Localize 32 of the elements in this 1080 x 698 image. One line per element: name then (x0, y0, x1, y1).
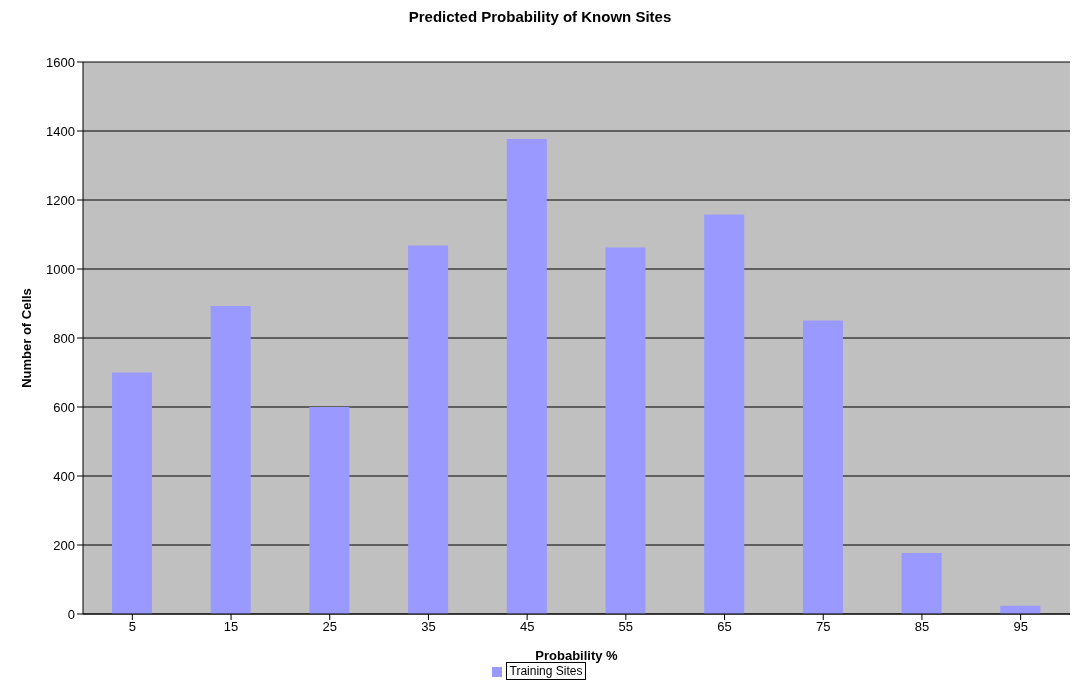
bar (112, 372, 152, 614)
y-tick-label: 0 (67, 606, 75, 622)
x-tick-label: 35 (421, 619, 436, 635)
x-tick-label: 25 (322, 619, 337, 635)
y-tick-label: 200 (53, 537, 75, 553)
y-tick-label: 600 (53, 399, 75, 415)
y-tick-label: 1200 (46, 192, 75, 208)
x-axis-title: Probability % (535, 648, 619, 663)
bar (408, 245, 449, 614)
x-tick-label: 15 (223, 619, 239, 635)
x-tick-label: 55 (618, 619, 634, 635)
bar (802, 320, 843, 614)
x-tick-label: 65 (717, 619, 732, 635)
chart-title: Predicted Probability of Known Sites (407, 8, 673, 27)
x-tick-label: 75 (816, 619, 831, 635)
y-tick-label: 1000 (46, 261, 75, 277)
bar (506, 138, 547, 614)
bar (704, 214, 745, 614)
bar (210, 305, 251, 614)
y-tick-label: 1400 (46, 123, 75, 139)
bar (605, 247, 646, 614)
y-tick-label: 800 (53, 330, 75, 346)
x-tick-label: 95 (1013, 619, 1028, 635)
y-tick-label: 400 (53, 468, 75, 484)
x-tick-label: 45 (519, 619, 535, 635)
x-tick-label: 85 (914, 619, 930, 635)
bar (901, 552, 942, 614)
x-tick-label: 5 (128, 619, 136, 635)
y-axis-title: Number of Cells (18, 288, 34, 388)
bar (309, 407, 350, 614)
legend-label: Training Sites (505, 662, 587, 680)
y-tick-label: 1600 (46, 54, 75, 70)
